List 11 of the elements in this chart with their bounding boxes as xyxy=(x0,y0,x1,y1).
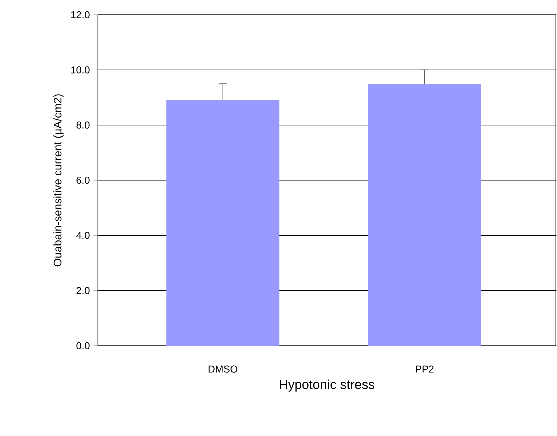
y-tick-label: 0.0 xyxy=(76,342,90,350)
x-tick-label: PP2 xyxy=(416,366,434,373)
y-tick-label: 8.0 xyxy=(76,122,90,129)
y-tick-label: 2.0 xyxy=(76,287,90,294)
y-tick-label: 6.0 xyxy=(76,176,90,184)
y-tick-label: 4.0 xyxy=(76,232,90,240)
x-axis-title: Hypotonic stress xyxy=(280,380,375,392)
y-tick-label: 10.0 xyxy=(72,66,90,74)
x-tick-label: DMSO xyxy=(208,366,238,373)
y-tick-label: 12.0 xyxy=(72,11,90,19)
y-axis-title: Ouabain-sensitive current (µA/cm2) xyxy=(54,94,64,267)
